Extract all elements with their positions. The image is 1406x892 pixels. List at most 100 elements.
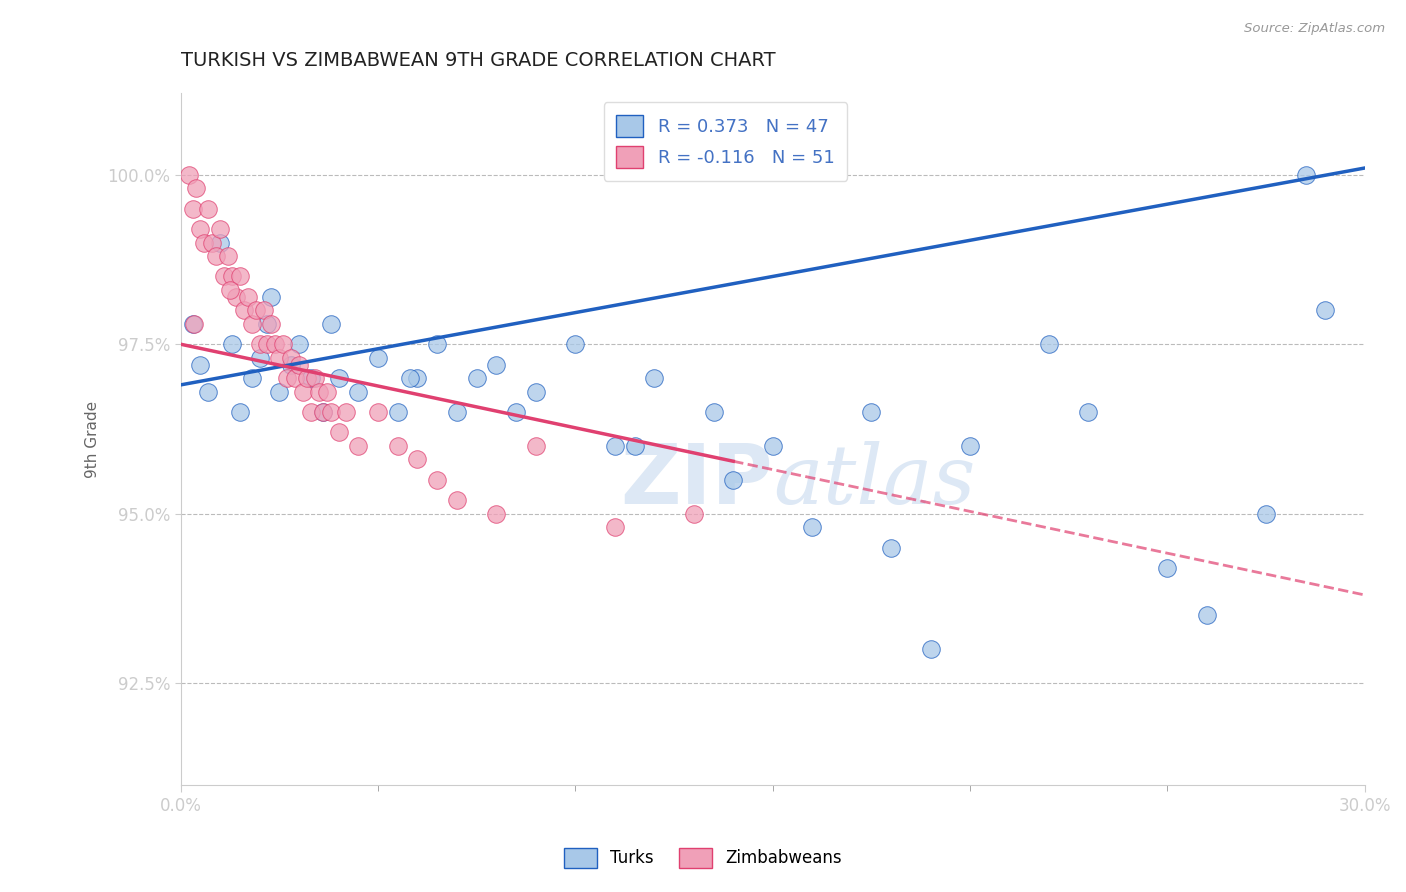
Point	[485, 358, 508, 372]
Point	[446, 405, 468, 419]
Point	[181, 317, 204, 331]
Point	[183, 317, 205, 331]
Point	[190, 222, 212, 236]
Point	[280, 351, 302, 365]
Point	[315, 384, 337, 399]
Point	[485, 507, 508, 521]
Point	[920, 642, 942, 657]
Point	[193, 235, 215, 250]
Point	[319, 405, 342, 419]
Point	[229, 405, 252, 419]
Text: Source: ZipAtlas.com: Source: ZipAtlas.com	[1244, 22, 1385, 36]
Point	[256, 337, 278, 351]
Point	[221, 337, 243, 351]
Point	[682, 507, 704, 521]
Point	[319, 317, 342, 331]
Point	[288, 337, 311, 351]
Point	[623, 439, 645, 453]
Point	[177, 168, 200, 182]
Point	[186, 181, 208, 195]
Text: ZIP: ZIP	[620, 440, 773, 521]
Point	[284, 371, 307, 385]
Point	[299, 371, 322, 385]
Point	[426, 473, 449, 487]
Point	[181, 202, 204, 216]
Point	[328, 371, 350, 385]
Point	[225, 290, 247, 304]
Point	[264, 337, 287, 351]
Point	[762, 439, 785, 453]
Point	[201, 235, 224, 250]
Point	[328, 425, 350, 440]
Point	[723, 473, 745, 487]
Point	[271, 337, 294, 351]
Point	[387, 405, 409, 419]
Point	[603, 520, 626, 534]
Point	[308, 384, 330, 399]
Point	[212, 269, 235, 284]
Point	[219, 283, 242, 297]
Point	[209, 222, 232, 236]
Point	[260, 317, 283, 331]
Point	[276, 371, 298, 385]
Point	[312, 405, 335, 419]
Legend: Turks, Zimbabweans: Turks, Zimbabweans	[557, 841, 849, 875]
Point	[505, 405, 527, 419]
Point	[269, 384, 291, 399]
Point	[312, 405, 335, 419]
Point	[197, 384, 219, 399]
Point	[860, 405, 883, 419]
Point	[249, 337, 271, 351]
Point	[256, 317, 278, 331]
Point	[603, 439, 626, 453]
Point	[387, 439, 409, 453]
Point	[299, 405, 322, 419]
Point	[524, 439, 547, 453]
Point	[217, 249, 239, 263]
Point	[367, 405, 389, 419]
Point	[1315, 303, 1337, 318]
Point	[190, 358, 212, 372]
Point	[209, 235, 232, 250]
Point	[524, 384, 547, 399]
Point	[197, 202, 219, 216]
Point	[260, 290, 283, 304]
Point	[465, 371, 488, 385]
Point	[240, 371, 263, 385]
Point	[1156, 561, 1178, 575]
Point	[1254, 507, 1277, 521]
Text: TURKISH VS ZIMBABWEAN 9TH GRADE CORRELATION CHART: TURKISH VS ZIMBABWEAN 9TH GRADE CORRELAT…	[180, 51, 775, 70]
Point	[292, 384, 315, 399]
Point	[367, 351, 389, 365]
Point	[446, 493, 468, 508]
Point	[1038, 337, 1060, 351]
Point	[252, 303, 274, 318]
Point	[295, 371, 318, 385]
Point	[1295, 168, 1317, 182]
Point	[959, 439, 981, 453]
Point	[269, 351, 291, 365]
Point	[245, 303, 267, 318]
Point	[1077, 405, 1099, 419]
Point	[288, 358, 311, 372]
Point	[335, 405, 357, 419]
Point	[240, 317, 263, 331]
Y-axis label: 9th Grade: 9th Grade	[86, 401, 100, 478]
Point	[801, 520, 824, 534]
Point	[406, 371, 429, 385]
Point	[406, 452, 429, 467]
Point	[1195, 608, 1218, 623]
Point	[880, 541, 903, 555]
Point	[280, 358, 302, 372]
Point	[347, 384, 370, 399]
Text: atlas: atlas	[773, 441, 976, 521]
Point	[702, 405, 724, 419]
Point	[643, 371, 665, 385]
Point	[229, 269, 252, 284]
Point	[564, 337, 586, 351]
Point	[304, 371, 326, 385]
Point	[426, 337, 449, 351]
Point	[205, 249, 228, 263]
Point	[221, 269, 243, 284]
Point	[249, 351, 271, 365]
